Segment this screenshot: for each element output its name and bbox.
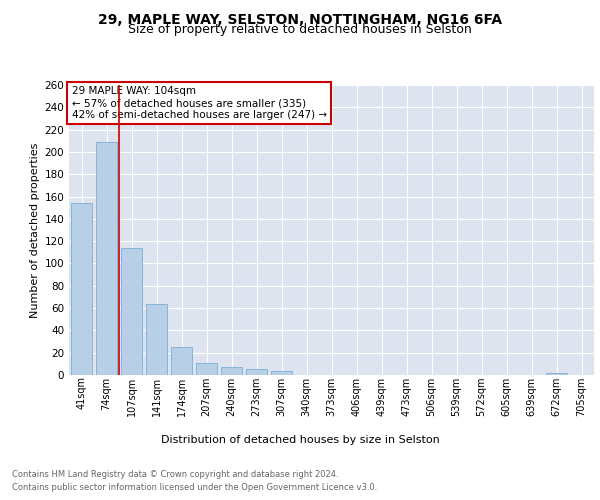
Bar [171,347,192,375]
Text: Size of property relative to detached houses in Selston: Size of property relative to detached ho… [128,22,472,36]
Bar [196,362,217,375]
Bar [546,373,567,375]
Text: Contains HM Land Registry data © Crown copyright and database right 2024.: Contains HM Land Registry data © Crown c… [12,470,338,479]
Bar [221,367,242,375]
Bar [71,203,92,375]
Text: 29, MAPLE WAY, SELSTON, NOTTINGHAM, NG16 6FA: 29, MAPLE WAY, SELSTON, NOTTINGHAM, NG16… [98,12,502,26]
Bar [121,248,142,375]
Text: Contains public sector information licensed under the Open Government Licence v3: Contains public sector information licen… [12,482,377,492]
Text: 29 MAPLE WAY: 104sqm
← 57% of detached houses are smaller (335)
42% of semi-deta: 29 MAPLE WAY: 104sqm ← 57% of detached h… [71,86,327,120]
Bar [246,370,267,375]
Bar [96,142,117,375]
Y-axis label: Number of detached properties: Number of detached properties [30,142,40,318]
Text: Distribution of detached houses by size in Selston: Distribution of detached houses by size … [161,435,439,445]
Bar [271,370,292,375]
Bar [146,304,167,375]
